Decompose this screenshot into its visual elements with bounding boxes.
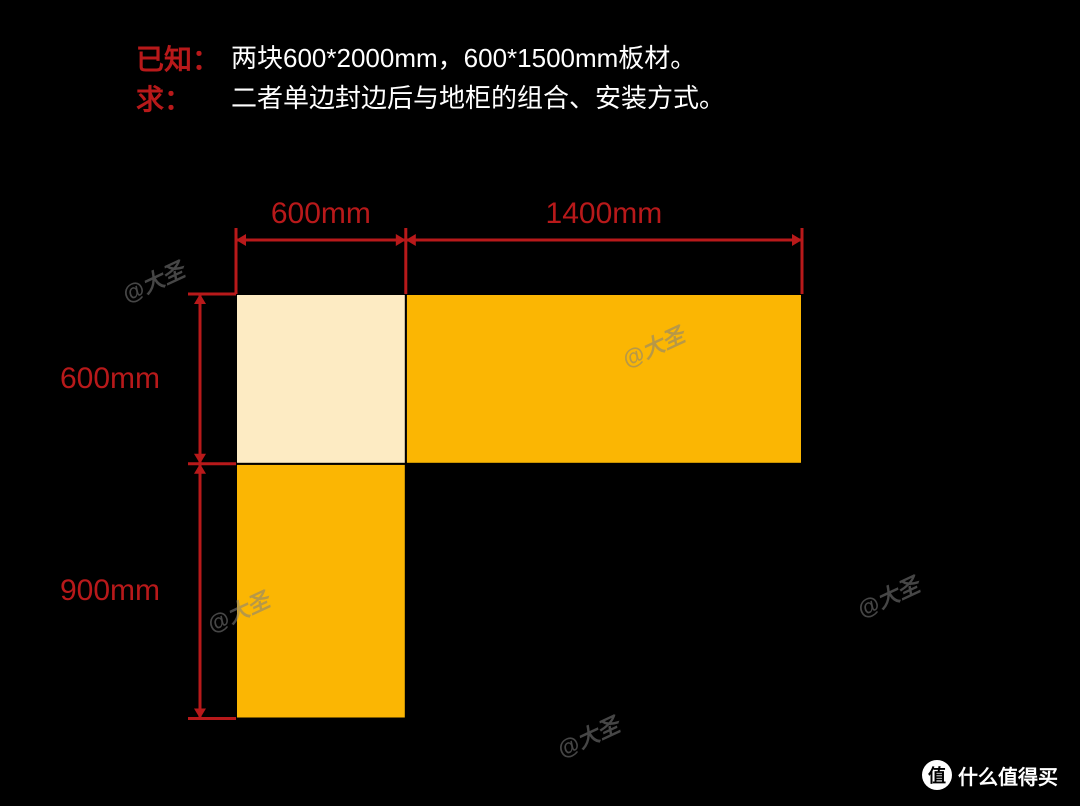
dimension-label-top-a: 600mm <box>271 197 371 231</box>
dimension-label-left-b: 900mm <box>60 574 160 608</box>
brand-badge-text: 什么值得买 <box>958 761 1058 790</box>
ask-label: 求： <box>136 78 192 118</box>
brand-badge-icon: 值 <box>922 760 952 790</box>
brand-badge: 值 什么值得买 <box>922 760 1058 790</box>
known-label: 已知： <box>136 38 220 78</box>
brand-badge-char: 值 <box>928 762 946 788</box>
svg-layer <box>0 0 1080 806</box>
dimension-label-left-a: 600mm <box>60 362 160 396</box>
ask-text: 二者单边封边后与地柜的组合、安装方式。 <box>231 78 725 115</box>
known-text: 两块600*2000mm，600*1500mm板材。 <box>231 38 696 75</box>
dimension-label-top-b: 1400mm <box>546 197 663 231</box>
diagram-canvas: 已知： 两块600*2000mm，600*1500mm板材。 求： 二者单边封边… <box>0 0 1080 806</box>
